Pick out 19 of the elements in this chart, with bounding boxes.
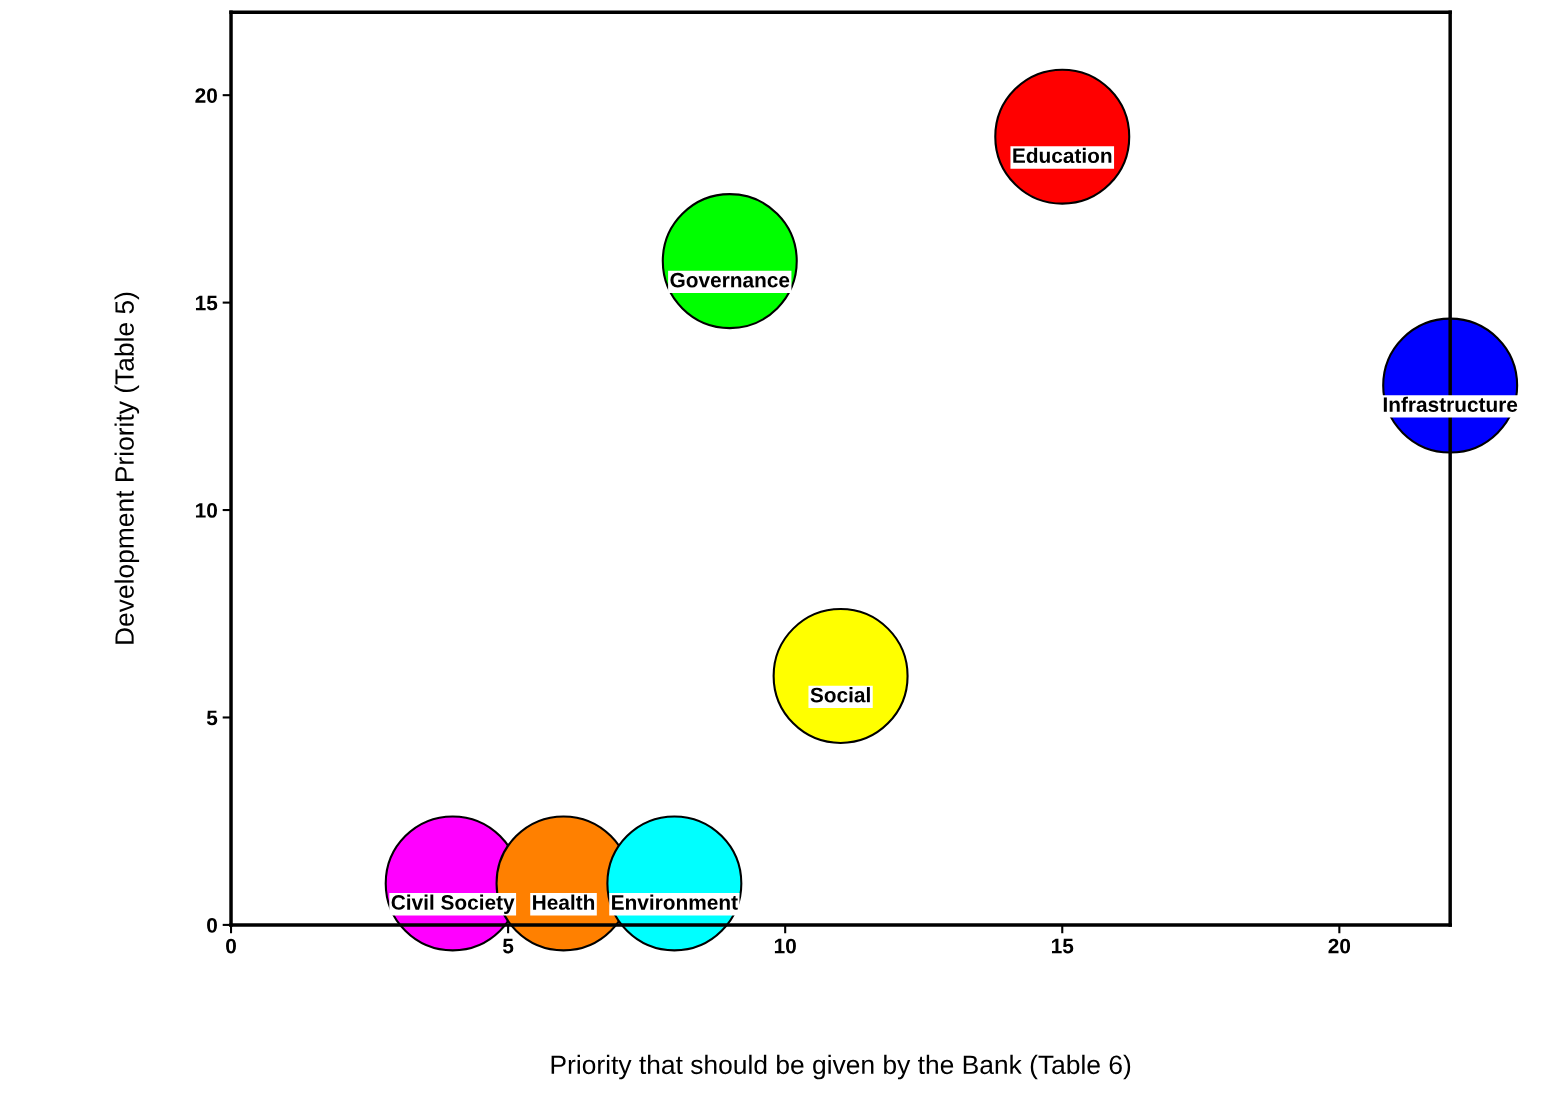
y-tick-label: 5: [206, 710, 218, 726]
series-label: Governance: [670, 272, 790, 288]
x-axis-title: Priority that should be given by the Bank (Table 6): [551, 1054, 1131, 1080]
x-tick-label: 5: [502, 938, 514, 954]
series-label: Social: [810, 687, 870, 703]
y-tick-label: 15: [195, 295, 218, 311]
x-tick-label: 20: [1328, 938, 1351, 954]
series-label: Environment: [612, 894, 738, 910]
series-label: Civil Society: [391, 894, 515, 914]
series-label: Health: [533, 894, 595, 910]
series-label: Education: [1013, 147, 1112, 164]
y-axis-title: Development Priority (Table 5): [114, 292, 140, 644]
series-label: Infrastructure: [1383, 396, 1518, 412]
x-tick-label: 10: [774, 938, 796, 954]
y-tick-label: 20: [195, 88, 217, 103]
y-tick-label: 0: [207, 917, 217, 933]
x-tick-label: 0: [226, 938, 236, 954]
x-tick-label: 15: [1051, 938, 1074, 954]
y-tick-label: 10: [195, 503, 217, 518]
